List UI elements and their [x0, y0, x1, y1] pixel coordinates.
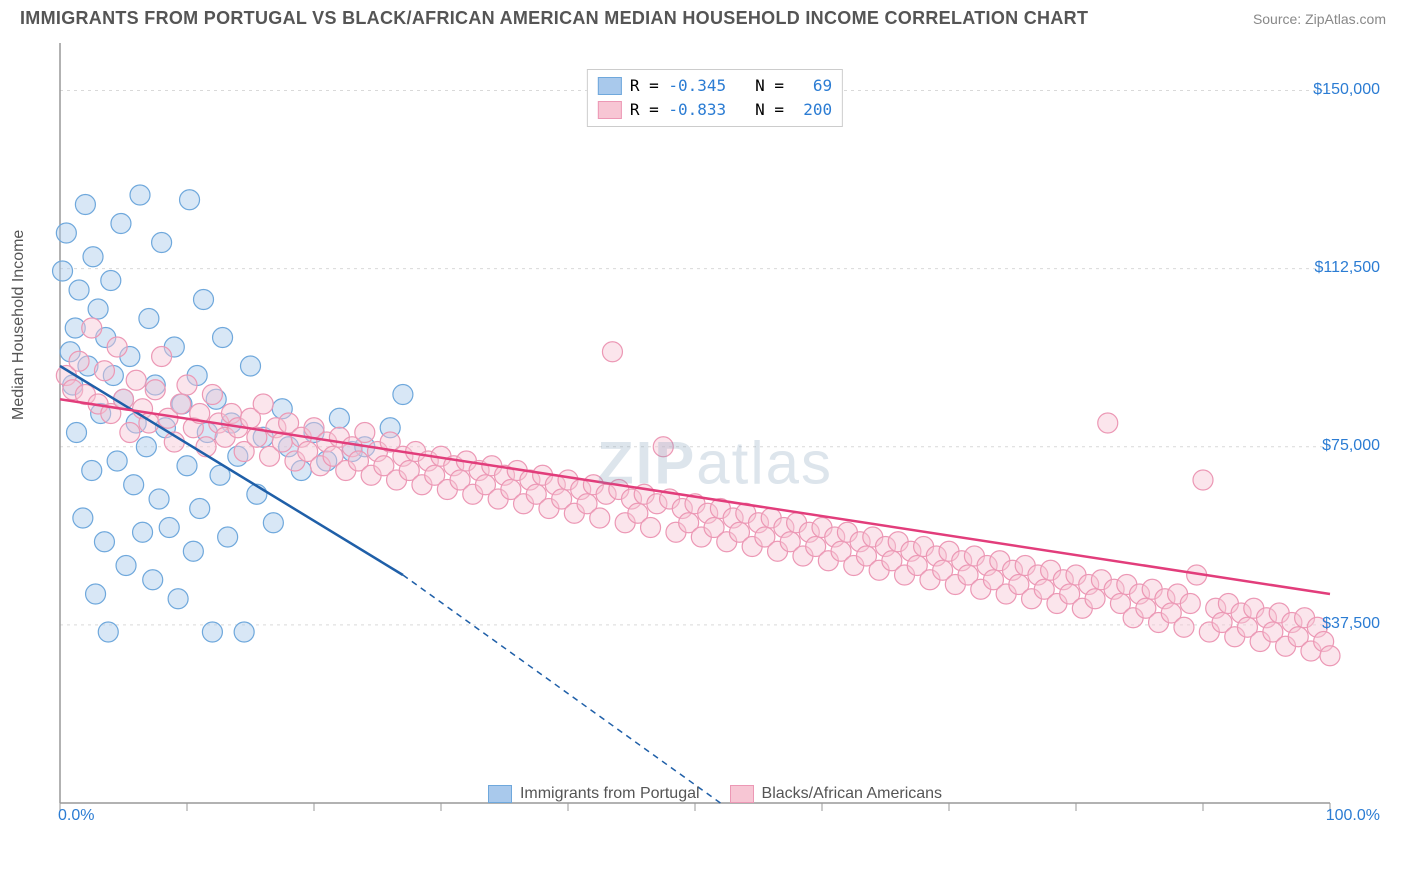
- y-axis-label: Median Household Income: [10, 230, 28, 420]
- chart-container: ZIPatlas R = -0.345 N = 69 R = -0.833 N …: [50, 33, 1380, 823]
- y-tick-label: $37,500: [1322, 615, 1380, 633]
- scatter-chart: [50, 33, 1380, 823]
- swatch-bottom-1: [488, 785, 512, 803]
- swatch-bottom-2: [730, 785, 754, 803]
- stats-series-1: R = -0.345 N = 69: [630, 74, 832, 98]
- y-tick-label: $150,000: [1313, 81, 1380, 99]
- series-2-name: Blacks/African Americans: [762, 785, 943, 803]
- stats-series-2: R = -0.833 N = 200: [630, 98, 832, 122]
- y-tick-label: $75,000: [1322, 437, 1380, 455]
- stats-legend: R = -0.345 N = 69 R = -0.833 N = 200: [587, 69, 843, 127]
- bottom-legend: Immigrants from Portugal Blacks/African …: [50, 785, 1380, 803]
- series-1-name: Immigrants from Portugal: [520, 785, 700, 803]
- x-tick-start: 0.0%: [58, 807, 94, 825]
- source-label: Source: ZipAtlas.com: [1253, 11, 1386, 27]
- swatch-series-2: [598, 101, 622, 119]
- y-tick-label: $112,500: [1314, 259, 1380, 277]
- chart-title: IMMIGRANTS FROM PORTUGAL VS BLACK/AFRICA…: [20, 8, 1088, 29]
- swatch-series-1: [598, 77, 622, 95]
- x-tick-end: 100.0%: [1326, 807, 1380, 825]
